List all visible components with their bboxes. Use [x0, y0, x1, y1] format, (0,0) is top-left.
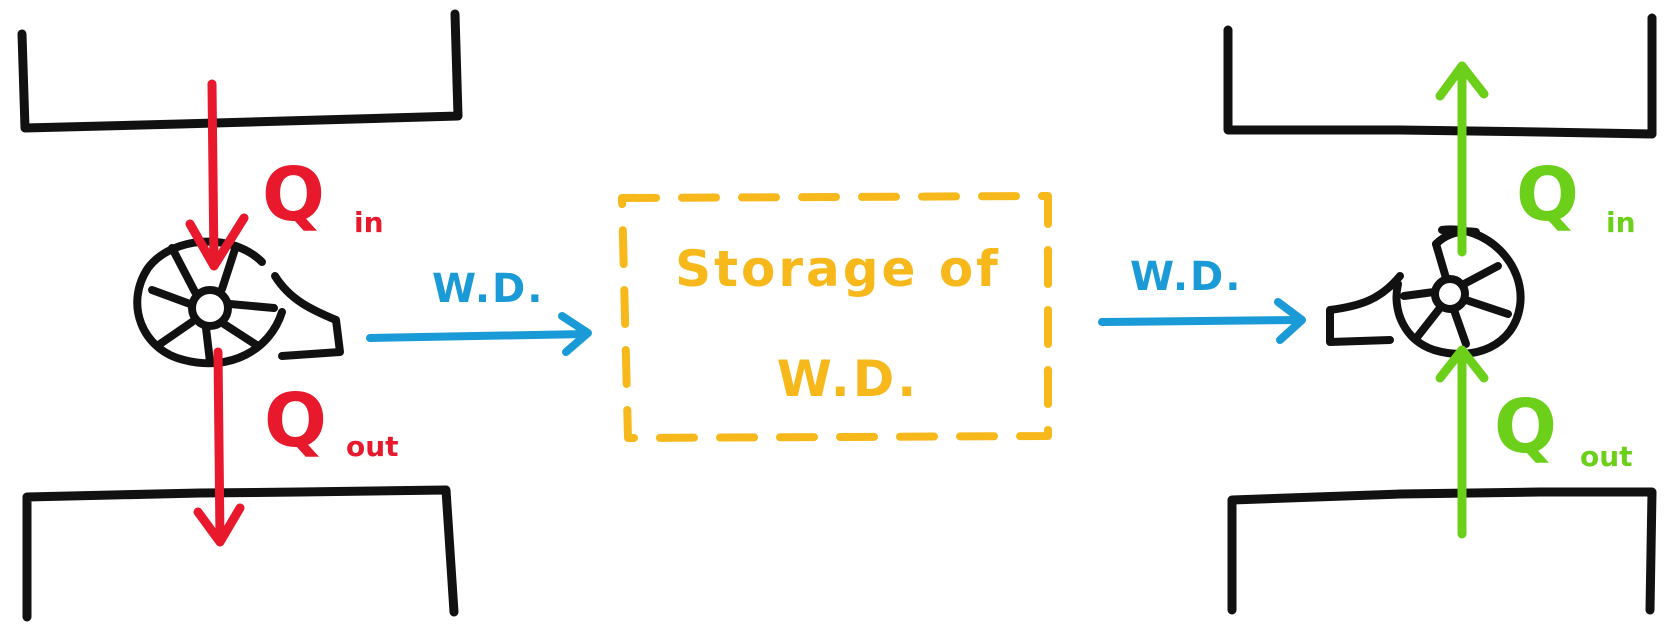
left-cold-reservoir [22, 485, 459, 622]
right-cold-reservoir [1227, 487, 1657, 615]
left-qout-arrow [193, 347, 245, 547]
right-qout-subscript: out [1580, 440, 1633, 473]
storage-box [618, 192, 1052, 442]
left-qin-arrow [185, 79, 249, 271]
right-work-arrow [1098, 298, 1306, 344]
left-qout-symbol: Q [264, 378, 327, 464]
left-qin-subscript: in [354, 206, 384, 239]
right-qin-symbol: Q [1516, 152, 1579, 238]
right-qout-symbol: Q [1494, 384, 1557, 470]
left-hot-reservoir [17, 9, 463, 133]
left-turbine-icon [133, 237, 344, 368]
right-qout-arrow [1435, 345, 1489, 539]
right-hot-reservoir [1223, 13, 1657, 139]
left-qout-subscript: out [346, 430, 399, 463]
storage-label-line2: W.D. [777, 350, 920, 408]
right-qin-arrow [1435, 61, 1489, 257]
left-work-arrow [366, 312, 592, 356]
left-qin-symbol: Q [262, 152, 325, 238]
right-work-label: W.D. [1130, 254, 1242, 300]
storage-label-line1: Storage of [675, 240, 1001, 298]
right-turbine-icon [1326, 225, 1525, 358]
left-work-label: W.D. [432, 266, 544, 312]
right-qin-subscript: in [1606, 206, 1636, 239]
